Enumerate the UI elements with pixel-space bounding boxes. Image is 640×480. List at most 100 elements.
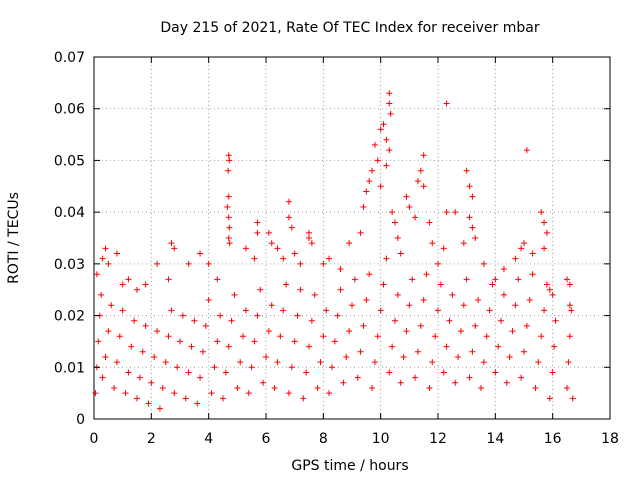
data-point xyxy=(565,359,572,366)
data-point xyxy=(134,286,140,293)
data-point xyxy=(486,307,493,314)
data-point xyxy=(211,364,218,371)
data-point xyxy=(420,183,427,190)
data-point xyxy=(119,281,126,288)
y-tick-label: 0.01 xyxy=(54,360,85,376)
data-point xyxy=(225,343,232,350)
data-point xyxy=(280,307,287,314)
data-point xyxy=(500,291,507,298)
data-point xyxy=(220,395,226,402)
data-point xyxy=(320,260,327,267)
data-point xyxy=(280,255,287,262)
data-point xyxy=(205,260,212,267)
data-point xyxy=(420,297,427,304)
data-point xyxy=(535,359,542,366)
data-point xyxy=(392,317,398,324)
data-point xyxy=(257,286,264,293)
data-point xyxy=(363,297,370,304)
data-point xyxy=(443,343,450,350)
data-point xyxy=(512,302,519,309)
data-point xyxy=(208,390,215,397)
x-tick-label: 18 xyxy=(601,431,619,447)
data-point xyxy=(306,343,312,350)
data-point xyxy=(526,297,533,304)
data-point xyxy=(443,100,450,107)
data-point xyxy=(225,235,232,241)
data-point xyxy=(177,338,183,345)
data-point xyxy=(134,395,140,402)
data-point xyxy=(566,302,573,309)
data-point xyxy=(469,193,476,200)
data-point xyxy=(546,286,553,293)
data-point xyxy=(377,307,384,314)
data-point xyxy=(174,364,181,371)
data-point xyxy=(541,245,548,252)
data-point xyxy=(334,312,341,319)
data-point xyxy=(366,271,373,278)
data-points xyxy=(92,90,576,412)
data-point xyxy=(566,333,573,340)
data-point xyxy=(165,333,172,340)
data-point xyxy=(518,245,525,252)
data-point xyxy=(349,302,355,309)
data-point xyxy=(529,250,536,257)
data-point xyxy=(139,348,146,355)
data-point xyxy=(386,100,393,107)
data-point xyxy=(99,374,106,381)
data-point xyxy=(403,193,410,200)
plot-frame xyxy=(93,56,611,420)
data-point xyxy=(532,384,539,391)
data-point xyxy=(363,188,370,195)
data-point xyxy=(351,276,358,283)
data-point xyxy=(469,224,476,231)
data-point xyxy=(145,400,152,407)
data-point xyxy=(251,255,258,262)
data-point xyxy=(92,390,99,397)
data-point xyxy=(432,333,439,340)
data-point xyxy=(518,374,525,381)
data-point xyxy=(237,359,244,366)
y-tick-label: 0.02 xyxy=(54,309,85,325)
data-point xyxy=(466,214,473,221)
data-point xyxy=(369,167,376,174)
x-tick-label: 2 xyxy=(147,431,156,447)
data-point xyxy=(105,328,112,335)
data-point xyxy=(156,405,163,412)
data-point xyxy=(191,317,198,324)
data-point xyxy=(452,209,459,216)
data-point xyxy=(371,359,378,366)
data-point xyxy=(268,240,275,247)
data-point xyxy=(443,209,450,216)
x-axis-label: GPS time / hours xyxy=(291,458,408,474)
data-point xyxy=(271,384,278,391)
axis-ticks xyxy=(93,56,611,420)
data-point xyxy=(98,291,105,298)
data-point xyxy=(523,147,530,154)
data-point xyxy=(260,379,267,386)
data-point xyxy=(225,152,232,159)
data-point xyxy=(294,312,301,319)
data-point xyxy=(389,209,396,216)
data-point xyxy=(546,395,553,402)
y-tick-labels: 0 0.01 0.02 0.03 0.04 0.05 0.06 0.07 xyxy=(54,50,85,428)
data-point xyxy=(303,369,310,376)
data-point xyxy=(564,276,570,283)
data-point xyxy=(392,219,398,226)
data-point xyxy=(417,322,424,329)
data-point xyxy=(151,353,158,360)
data-point xyxy=(354,374,361,381)
data-point xyxy=(225,167,232,174)
data-point xyxy=(185,260,192,267)
data-point xyxy=(472,322,479,329)
data-point xyxy=(93,271,100,278)
data-point xyxy=(242,307,249,314)
data-point xyxy=(541,219,548,226)
data-point xyxy=(357,229,364,236)
data-point xyxy=(224,203,231,210)
data-point xyxy=(226,157,233,164)
data-point xyxy=(125,276,132,283)
data-point xyxy=(231,291,238,298)
data-point xyxy=(466,374,473,381)
data-point xyxy=(414,178,421,185)
data-point xyxy=(480,359,487,366)
